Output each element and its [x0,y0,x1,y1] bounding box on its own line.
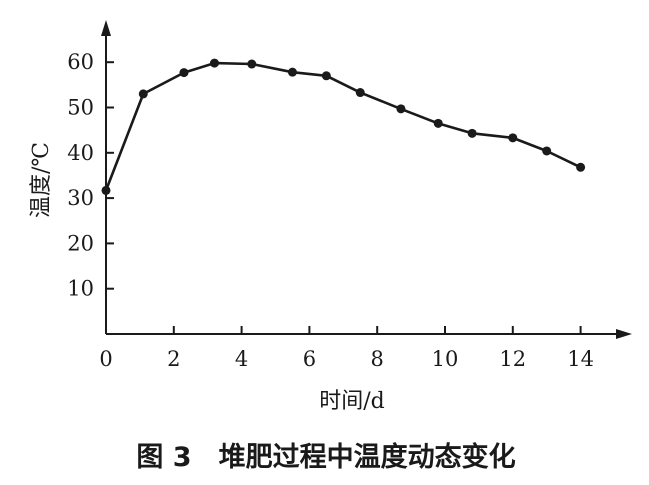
data-point [209,58,219,68]
data-point [321,71,331,81]
x-tick-label: 8 [371,347,384,371]
data-point [576,162,586,172]
y-axis-label: 温度/℃ [29,142,54,218]
temperature-series [101,58,586,195]
temperature-line [104,61,582,191]
x-tick-label: 0 [99,347,112,371]
x-tick-label: 14 [567,347,594,371]
chart-axes [101,20,632,339]
data-point [287,67,297,77]
data-point [433,118,443,128]
data-point [508,133,518,143]
data-point [355,88,365,98]
y-tick-label: 60 [67,50,94,74]
y-tick-label: 20 [67,231,94,255]
data-point [396,104,406,114]
y-tick-label: 30 [67,186,94,210]
x-ticks: 0 2 4 6 8 10 12 14 [99,326,594,371]
y-tick-label: 10 [67,277,94,301]
x-tick-label: 6 [303,347,316,371]
x-tick-label: 12 [499,347,526,371]
x-axis-label: 时间/d [319,389,385,414]
data-point [138,89,148,99]
y-axis-arrow [101,20,111,36]
data-point [101,185,111,195]
y-tick-label: 50 [67,96,94,120]
data-point [179,68,189,78]
x-tick-label: 10 [432,347,459,371]
x-axis-arrow [616,329,632,339]
y-ticks: 10 20 30 40 50 60 [67,50,114,301]
data-point [247,59,257,69]
y-tick-label: 40 [67,141,94,165]
data-point [467,128,477,138]
x-tick-label: 2 [167,347,180,371]
data-point [542,146,552,156]
x-tick-label: 4 [235,347,248,371]
figure-caption: 图 3 堆肥过程中温度动态变化 [136,441,515,473]
